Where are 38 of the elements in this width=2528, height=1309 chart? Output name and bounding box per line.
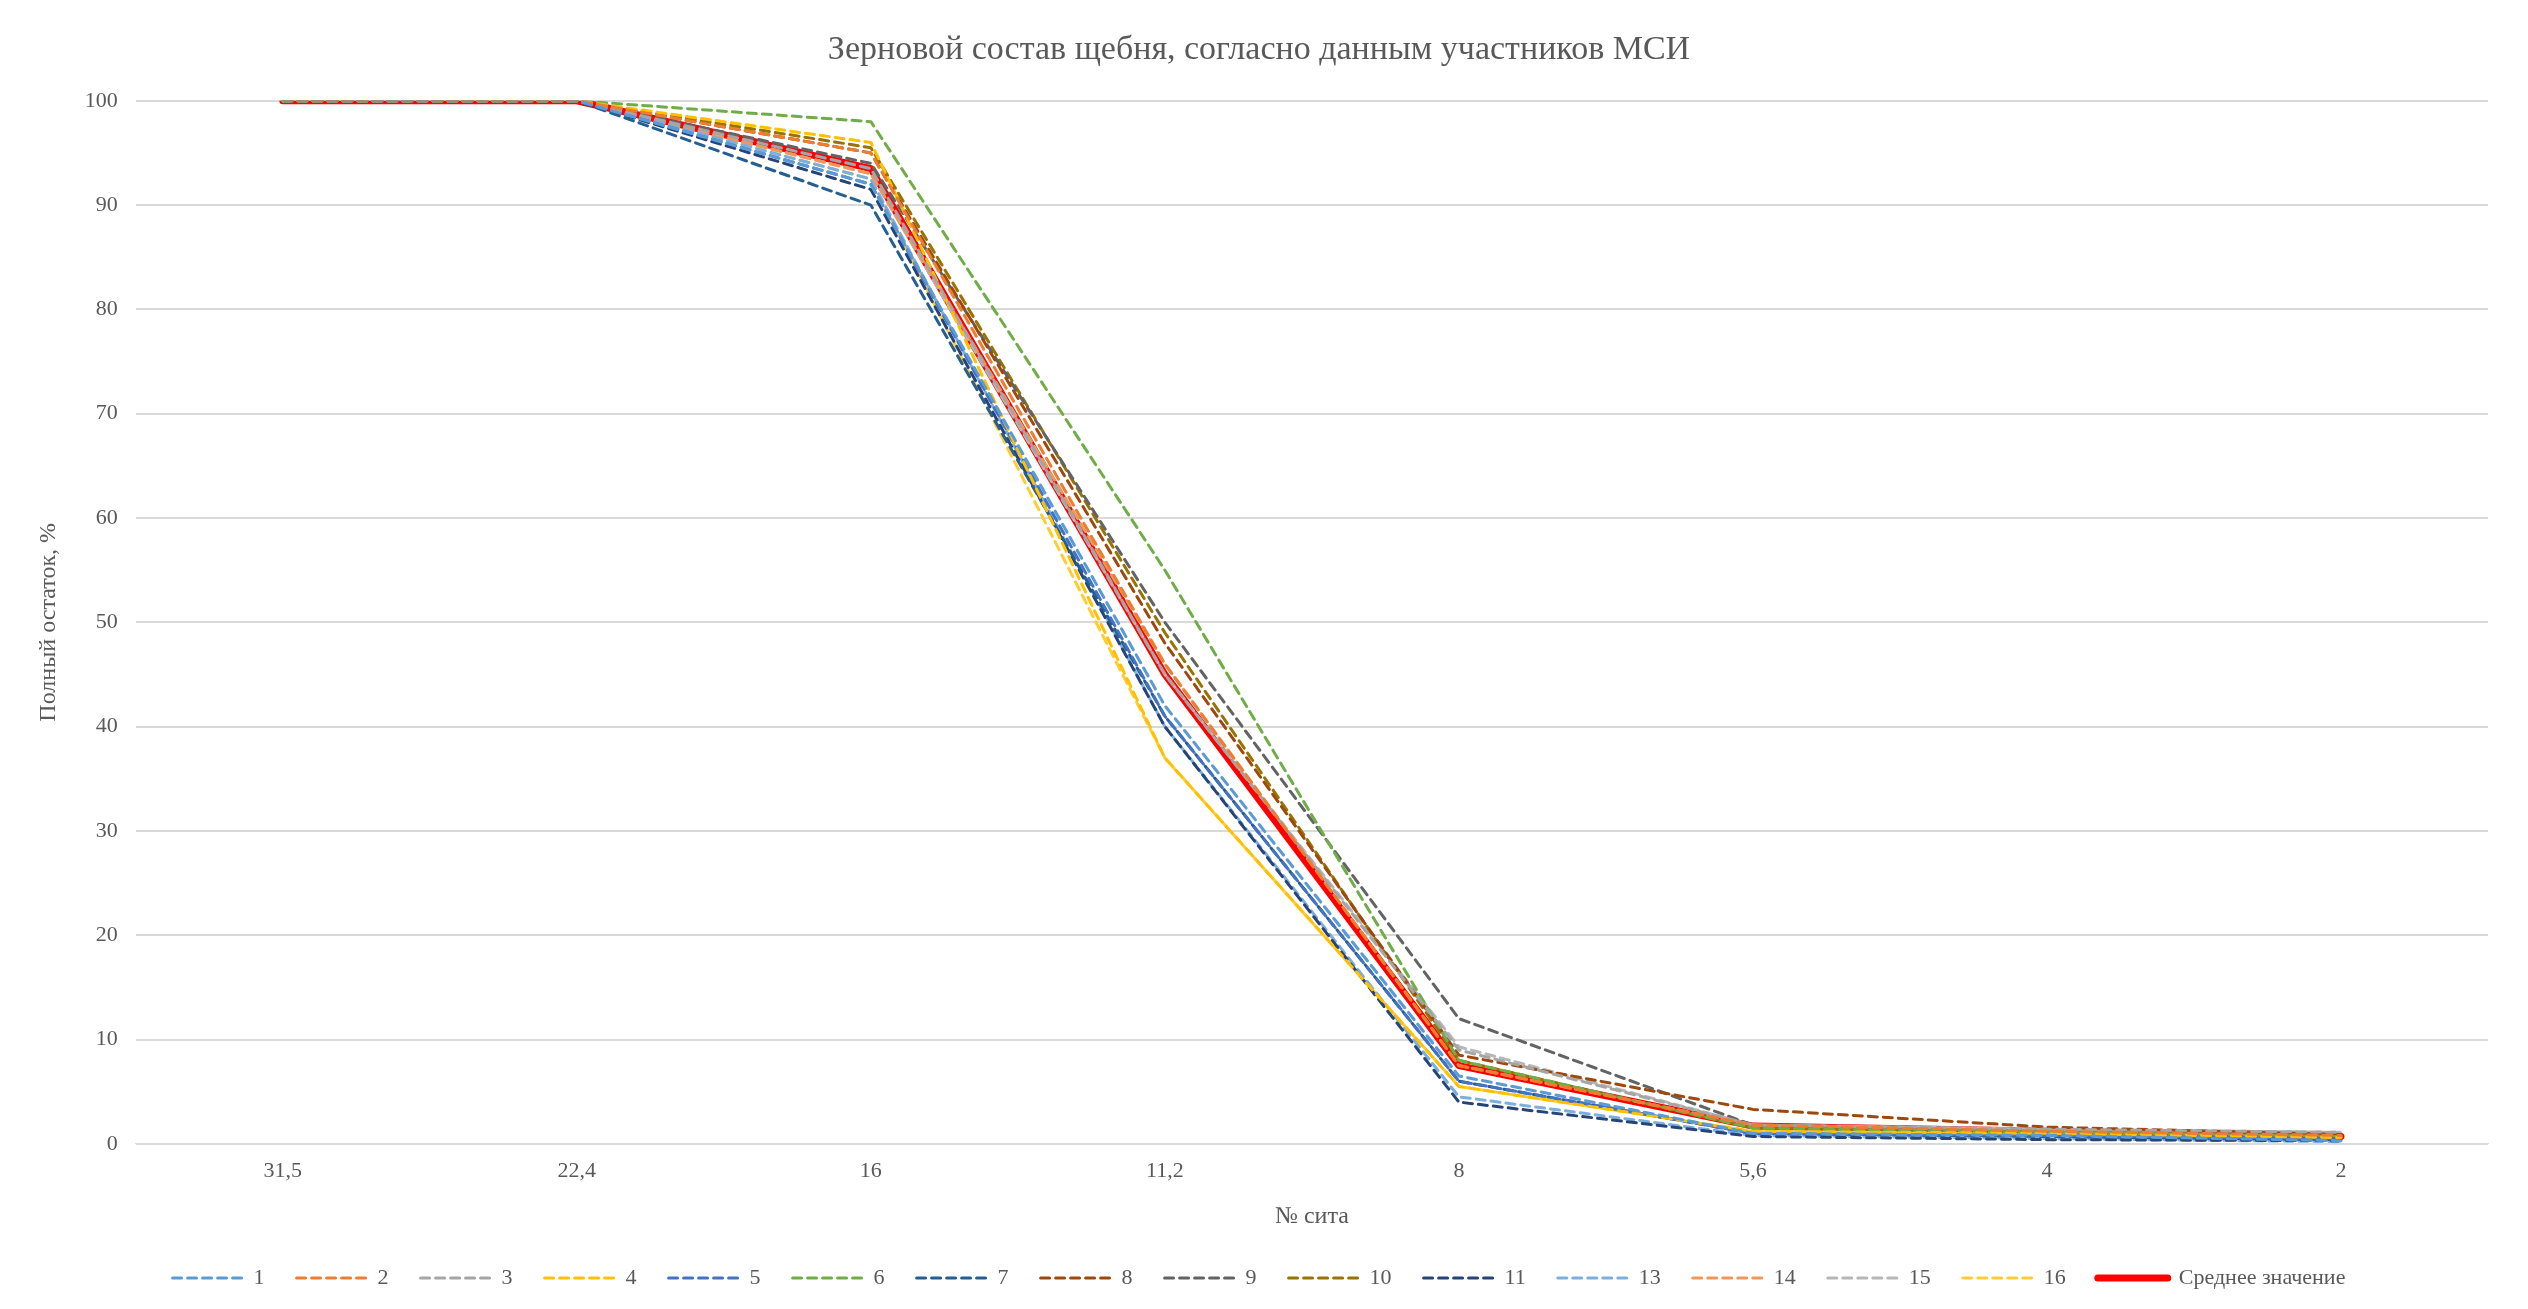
y-tick-label: 60 — [95, 503, 118, 529]
x-tick-label: 4 — [2041, 1156, 2053, 1182]
y-tick-label: 90 — [95, 190, 118, 216]
legend-label: 8 — [1121, 1263, 1133, 1289]
legend-label: 7 — [997, 1263, 1009, 1289]
y-axis-title: Полный остаток, % — [33, 522, 60, 722]
legend-label: 2 — [377, 1263, 389, 1289]
y-tick-label: 0 — [106, 1129, 118, 1155]
legend-label: 11 — [1504, 1263, 1526, 1289]
legend-label: 5 — [749, 1263, 761, 1289]
legend-label: 1 — [253, 1263, 265, 1289]
y-tick-label: 70 — [95, 399, 118, 425]
x-tick-label: 22,4 — [557, 1156, 597, 1182]
y-tick-label: 40 — [95, 712, 118, 738]
legend-label: 4 — [625, 1263, 637, 1289]
y-tick-label: 100 — [84, 86, 118, 112]
legend-label: 13 — [1638, 1263, 1661, 1289]
legend-label: Среднее значение — [2178, 1263, 2346, 1289]
legend-label: 3 — [501, 1263, 513, 1289]
y-tick-label: 50 — [95, 608, 118, 634]
chart-title: Зерновой состав щебня, согласно данным участников МСИ — [827, 29, 1691, 67]
y-tick-label: 20 — [95, 920, 118, 946]
y-tick-label: 80 — [95, 295, 118, 321]
x-tick-label: 2 — [2335, 1156, 2347, 1182]
legend-label: 15 — [1908, 1263, 1931, 1289]
legend-label: 6 — [873, 1263, 885, 1289]
x-tick-label: 31,5 — [263, 1156, 303, 1182]
x-tick-label: 8 — [1453, 1156, 1465, 1182]
x-axis-title: № сита — [1274, 1201, 1350, 1228]
x-tick-label: 16 — [859, 1156, 882, 1182]
y-tick-label: 30 — [95, 816, 118, 842]
legend-label: 14 — [1773, 1263, 1796, 1289]
legend-label: 16 — [2043, 1263, 2066, 1289]
x-tick-label: 11,2 — [1146, 1156, 1184, 1182]
legend-label: 10 — [1369, 1263, 1392, 1289]
x-tick-label: 5,6 — [1739, 1156, 1767, 1182]
y-tick-label: 10 — [95, 1025, 118, 1051]
legend-label: 9 — [1245, 1263, 1257, 1289]
